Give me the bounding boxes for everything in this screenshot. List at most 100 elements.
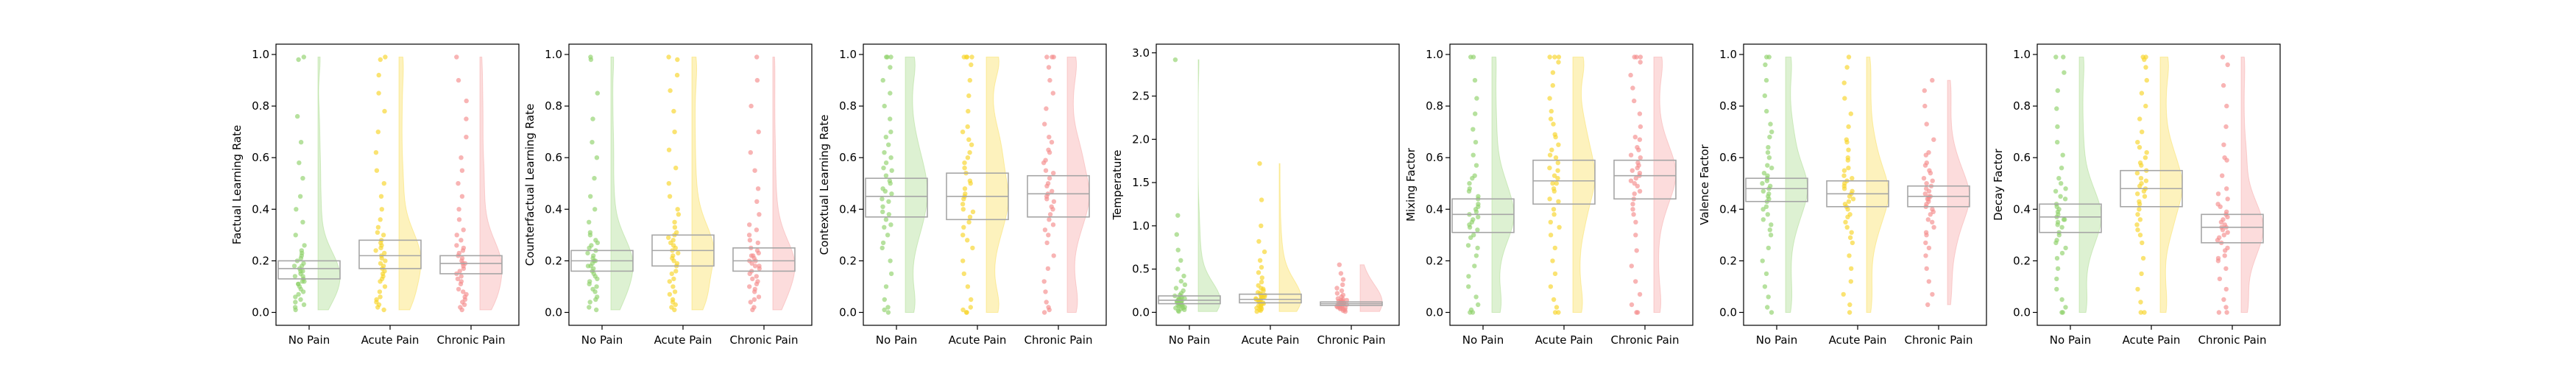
data-point — [1923, 240, 1928, 246]
data-point — [585, 263, 591, 269]
y-tick-label: 1.0 — [545, 48, 562, 61]
data-point — [1182, 282, 1188, 287]
data-point — [464, 116, 469, 121]
data-point — [1922, 163, 1928, 168]
data-point — [458, 305, 463, 310]
data-point — [2141, 188, 2147, 194]
data-point — [1475, 245, 1480, 251]
data-point — [1044, 106, 1049, 111]
data-point — [2055, 209, 2061, 214]
data-point — [969, 297, 974, 302]
data-point — [595, 276, 600, 282]
data-point — [588, 54, 593, 60]
data-point — [2055, 88, 2060, 93]
y-axis-label: Decay Factor — [1992, 148, 2005, 221]
data-point — [373, 248, 378, 253]
data-point — [1764, 178, 1770, 183]
data-point — [1550, 181, 1555, 186]
y-tick-label: 0.4 — [545, 202, 562, 216]
data-point — [296, 57, 301, 63]
data-point — [969, 142, 974, 147]
y-tick-label: 0.2 — [1426, 254, 1443, 267]
data-point — [2142, 310, 2147, 315]
data-point — [2225, 230, 2230, 235]
data-point — [457, 269, 462, 274]
y-tick-label: 0.0 — [2013, 305, 2031, 319]
y-tick-label: 2.5 — [1132, 90, 1150, 103]
data-point — [1766, 194, 1771, 199]
y-tick-label: 0.2 — [2013, 254, 2031, 267]
x-tick-label: Acute Pain — [654, 333, 712, 347]
box-1 — [1745, 177, 1808, 202]
data-point — [1041, 310, 1047, 315]
data-point — [1846, 166, 1851, 171]
data-point — [2135, 212, 2140, 217]
data-point — [1632, 135, 1638, 140]
data-point — [2144, 150, 2149, 155]
data-point — [749, 253, 754, 258]
data-point — [1473, 140, 1479, 145]
data-point — [2224, 310, 2229, 315]
data-point — [1842, 202, 1848, 207]
data-point — [1761, 207, 1766, 212]
y-tick-label: 0.5 — [1132, 263, 1150, 276]
data-point — [888, 116, 893, 121]
data-point — [1553, 155, 1559, 160]
data-point — [2224, 103, 2229, 109]
data-point — [1635, 183, 1640, 188]
data-point — [1049, 204, 1054, 209]
data-point — [882, 224, 887, 230]
data-point — [1547, 54, 1552, 60]
data-point — [1925, 197, 1930, 202]
data-point — [375, 224, 381, 230]
data-point — [375, 130, 381, 135]
data-point — [2055, 140, 2060, 145]
data-point — [966, 137, 972, 142]
x-tick-label: Chronic Pain — [1611, 333, 1680, 347]
violin-3 — [2240, 57, 2264, 313]
data-point — [2054, 255, 2060, 261]
data-point — [1259, 275, 1265, 280]
data-point — [2055, 219, 2061, 224]
y-tick-label: 1.0 — [252, 48, 269, 61]
data-point — [1841, 173, 1847, 178]
data-point — [1928, 171, 1933, 176]
data-point — [1849, 230, 1854, 235]
data-point — [669, 271, 674, 277]
data-point — [1841, 186, 1847, 191]
data-point — [749, 103, 754, 109]
data-point — [1047, 176, 1052, 181]
data-point — [1261, 286, 1266, 291]
data-point — [746, 233, 752, 238]
data-point — [2054, 204, 2059, 209]
data-point — [961, 271, 967, 277]
data-point — [669, 305, 674, 310]
data-point — [1473, 163, 1479, 168]
data-point — [2225, 245, 2230, 251]
data-point — [1845, 155, 1850, 160]
x-tick-label: No Pain — [1756, 333, 1797, 347]
y-tick-label: 1.5 — [1132, 176, 1150, 189]
axes-frame — [863, 43, 1107, 326]
data-point — [670, 243, 676, 248]
data-point — [1850, 197, 1856, 202]
data-point — [2134, 222, 2140, 227]
data-point — [1050, 54, 1055, 60]
data-point — [1925, 302, 1931, 308]
y-tick-label: 1.0 — [1719, 48, 1737, 61]
y-axis-label: Counterfactual Learning Rate — [523, 104, 537, 266]
data-point — [1630, 85, 1635, 91]
data-point — [888, 54, 894, 60]
data-point — [293, 294, 298, 300]
violin-3 — [479, 57, 503, 311]
data-point — [2059, 250, 2065, 256]
x-tick-label: No Pain — [2050, 333, 2091, 347]
x-tick-label: Acute Pain — [2123, 333, 2181, 347]
data-point — [889, 191, 894, 197]
data-point — [882, 150, 887, 155]
data-point — [460, 248, 466, 253]
y-tick-label: 0.4 — [839, 202, 857, 216]
data-point — [963, 191, 968, 197]
data-point — [1930, 77, 1935, 83]
data-point — [383, 54, 388, 60]
